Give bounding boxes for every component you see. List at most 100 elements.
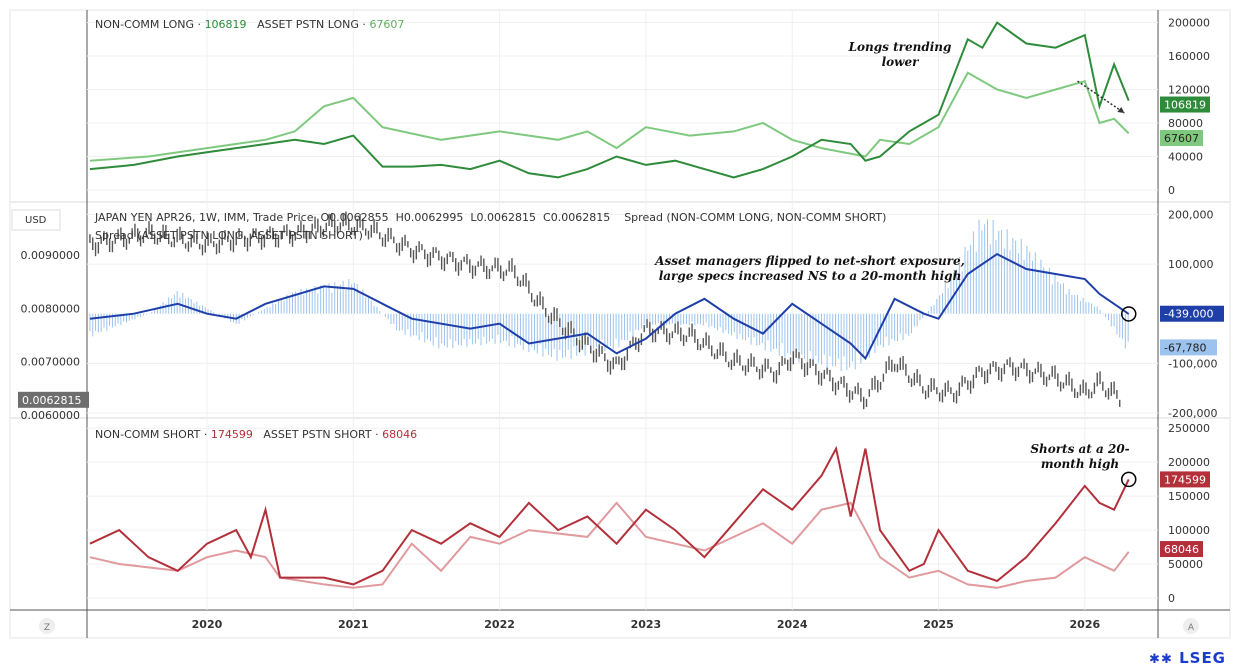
asset-spread-bar: [1099, 309, 1101, 314]
price-candle: [201, 244, 204, 256]
y-tick-label-left: 0.0060000: [21, 409, 81, 422]
price-candle: [637, 338, 640, 353]
asset-spread-bar: [922, 313, 924, 319]
asset-spread-bar: [562, 313, 564, 358]
price-candle: [210, 233, 212, 244]
price-candle: [877, 380, 879, 393]
price-candle: [972, 374, 975, 389]
price-candle: [612, 357, 614, 370]
asset-spread-bar: [714, 313, 716, 329]
asset-spread-bar: [137, 313, 139, 317]
legend-aps-name: ASSET PSTN SHORT: [263, 428, 372, 441]
price-candle: [924, 390, 927, 400]
last-value-badge-ncs: [1160, 471, 1210, 488]
price-candle: [590, 345, 592, 354]
price-candle: [134, 223, 136, 237]
asset-spread-bar: [556, 313, 558, 362]
price-candle: [373, 219, 375, 234]
asset-spread-bar: [376, 306, 378, 314]
asset-spread-bar: [832, 313, 834, 367]
asset-spread-bar: [412, 313, 414, 336]
price-candle: [798, 352, 800, 359]
annotation-line: Longs trending: [848, 40, 952, 54]
price-candle: [221, 232, 223, 246]
a-button-label: A: [1188, 623, 1195, 633]
asset-spread-bar: [750, 313, 752, 345]
asset-spread-bar: [559, 313, 561, 351]
price-candle: [947, 380, 949, 392]
y-tick-label-right: 200,000: [1168, 208, 1214, 221]
asset-spread-bar: [353, 282, 355, 314]
asset-spread-bar: [680, 313, 682, 326]
asset-spread-bar: [156, 307, 158, 314]
price-candle: [469, 259, 471, 273]
price-candle: [348, 218, 350, 231]
a-button[interactable]: [1183, 618, 1199, 634]
annotation-shorts: Shorts at a 20- month high: [1020, 442, 1140, 472]
asset-spread-bar: [626, 313, 628, 340]
price-candle: [460, 260, 463, 271]
asset-spread-bar: [730, 313, 732, 336]
asset-spread-bar: [835, 313, 837, 367]
asset-spread-bar: [221, 313, 223, 317]
price-candle: [398, 242, 401, 256]
asset-spread-bar: [182, 293, 184, 314]
asset-spread-bar: [1062, 283, 1064, 314]
price-candle: [249, 233, 252, 247]
price-candle: [1076, 391, 1079, 399]
asset-spread-bar: [840, 313, 842, 372]
asset-spread-bar: [362, 289, 364, 314]
asset-spread-bar: [581, 313, 583, 349]
price-candle: [609, 360, 612, 375]
open-value: O0.0062855: [320, 211, 389, 224]
price-candle: [629, 340, 631, 349]
legend-apl-value: 67607: [369, 18, 405, 31]
price-candle: [927, 384, 930, 398]
asset-spread-bar: [871, 313, 873, 343]
price-candle: [725, 351, 727, 363]
asset-spread-bar: [967, 250, 969, 314]
price-candle: [485, 265, 488, 280]
asset-spread-bar: [308, 289, 310, 314]
asset-spread-bar: [100, 313, 102, 332]
price-candle: [843, 375, 845, 388]
z-button[interactable]: [39, 618, 55, 634]
price-candle: [106, 232, 108, 246]
legend-ncl-value: 106819: [204, 18, 247, 31]
price-candle: [1034, 368, 1037, 374]
price-candle: [331, 213, 333, 227]
price-candle: [384, 234, 387, 247]
price-candle: [542, 296, 544, 310]
asset-spread-bar: [528, 313, 530, 353]
asset-spread-bar: [716, 313, 718, 331]
asset-spread-bar: [1110, 313, 1112, 327]
asset-spread-bar: [604, 313, 606, 352]
asset-spread-bar: [238, 313, 240, 324]
price-candle: [159, 232, 161, 243]
price-candle: [241, 231, 243, 238]
price-candle: [421, 244, 423, 251]
price-candle: [162, 224, 164, 238]
asset-spread-bar: [1124, 313, 1126, 349]
asset-spread-bar: [207, 309, 209, 314]
price-candle: [345, 211, 347, 226]
price-candle: [905, 363, 907, 376]
asset-spread-bar: [708, 313, 710, 328]
asset-spread-bar: [491, 313, 493, 339]
price-candle: [179, 226, 181, 241]
price-candle: [494, 257, 496, 269]
price-candle: [882, 373, 885, 382]
price-candle: [896, 364, 899, 373]
asset-spread-bar: [1040, 259, 1042, 314]
asset-spread-bar: [261, 310, 263, 314]
asset-spread-bar: [424, 313, 426, 343]
price-candle: [196, 233, 198, 245]
price-candle: [649, 322, 651, 335]
price-candle: [865, 398, 868, 408]
asset-spread-bar: [334, 282, 336, 314]
price-candle: [674, 323, 676, 333]
asset-spread-bar: [542, 313, 544, 357]
asset-spread-bar: [919, 313, 921, 321]
price-candle: [739, 355, 741, 366]
price-candle: [404, 234, 406, 246]
